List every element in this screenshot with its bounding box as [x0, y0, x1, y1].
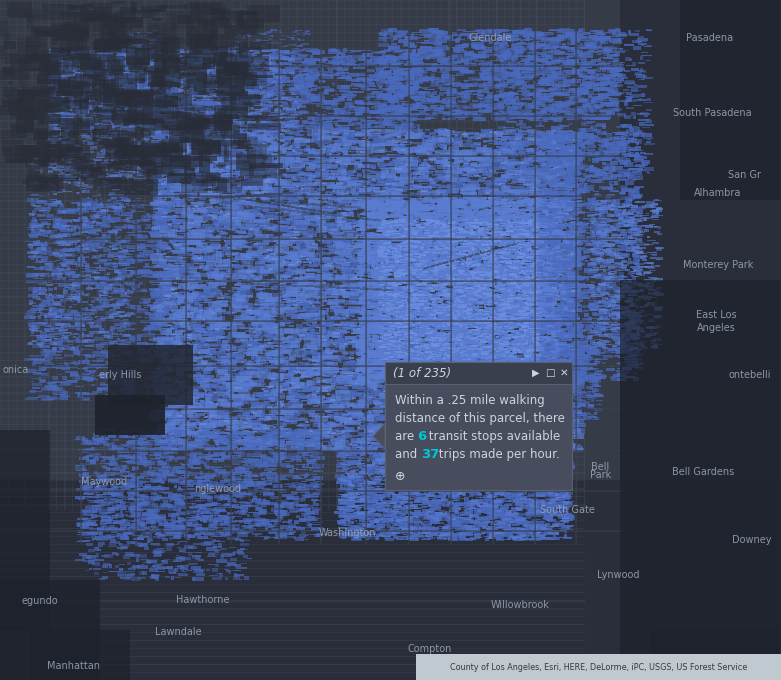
- Text: East Los: East Los: [696, 310, 736, 320]
- Text: Park: Park: [590, 470, 612, 480]
- Text: onica: onica: [3, 365, 29, 375]
- Text: ✕: ✕: [560, 368, 569, 378]
- Text: □: □: [545, 368, 555, 378]
- Text: nglewood: nglewood: [194, 484, 241, 494]
- Text: Angeles: Angeles: [697, 323, 736, 333]
- Text: 6: 6: [417, 430, 426, 443]
- Text: trips made per hour.: trips made per hour.: [435, 448, 560, 461]
- Text: Hawthorne: Hawthorne: [177, 595, 230, 605]
- FancyBboxPatch shape: [385, 362, 572, 384]
- Text: Downey: Downey: [733, 535, 772, 545]
- Text: (1 of 235): (1 of 235): [393, 367, 451, 379]
- Text: are: are: [395, 430, 418, 443]
- Text: distance of this parcel, there: distance of this parcel, there: [395, 412, 565, 425]
- Text: ▶: ▶: [532, 368, 540, 378]
- Text: Alhambra: Alhambra: [694, 188, 742, 198]
- Text: Maywood: Maywood: [81, 477, 127, 487]
- Text: transit stops available: transit stops available: [425, 430, 560, 443]
- Text: Bell: Bell: [591, 462, 609, 472]
- Text: Lawndale: Lawndale: [155, 627, 201, 637]
- Text: Washington: Washington: [318, 528, 376, 538]
- Text: Lynwood: Lynwood: [597, 570, 640, 580]
- Text: South Gate: South Gate: [540, 505, 594, 515]
- Text: Pasadena: Pasadena: [686, 33, 733, 43]
- Text: ⊕: ⊕: [395, 469, 405, 483]
- Text: egundo: egundo: [22, 596, 59, 606]
- Text: ontebelli: ontebelli: [729, 370, 772, 380]
- Text: Compton: Compton: [408, 644, 452, 654]
- Text: erly Hills: erly Hills: [99, 370, 141, 380]
- FancyBboxPatch shape: [385, 362, 572, 490]
- Text: Manhattan: Manhattan: [47, 661, 99, 671]
- Text: South Pasadena: South Pasadena: [672, 108, 751, 118]
- Text: 37: 37: [421, 448, 440, 461]
- FancyBboxPatch shape: [416, 654, 781, 680]
- Text: Bell Gardens: Bell Gardens: [672, 467, 734, 477]
- Text: and: and: [395, 448, 421, 461]
- Polygon shape: [373, 424, 385, 449]
- Text: Willowbrook: Willowbrook: [490, 600, 550, 610]
- Text: Monterey Park: Monterey Park: [683, 260, 753, 270]
- Text: Within a .25 mile walking: Within a .25 mile walking: [395, 394, 545, 407]
- Text: San Gr: San Gr: [729, 170, 761, 180]
- Text: Glendale: Glendale: [469, 33, 512, 43]
- Text: County of Los Angeles, Esri, HERE, DeLorme, iPC, USGS, US Forest Service: County of Los Angeles, Esri, HERE, DeLor…: [450, 662, 747, 672]
